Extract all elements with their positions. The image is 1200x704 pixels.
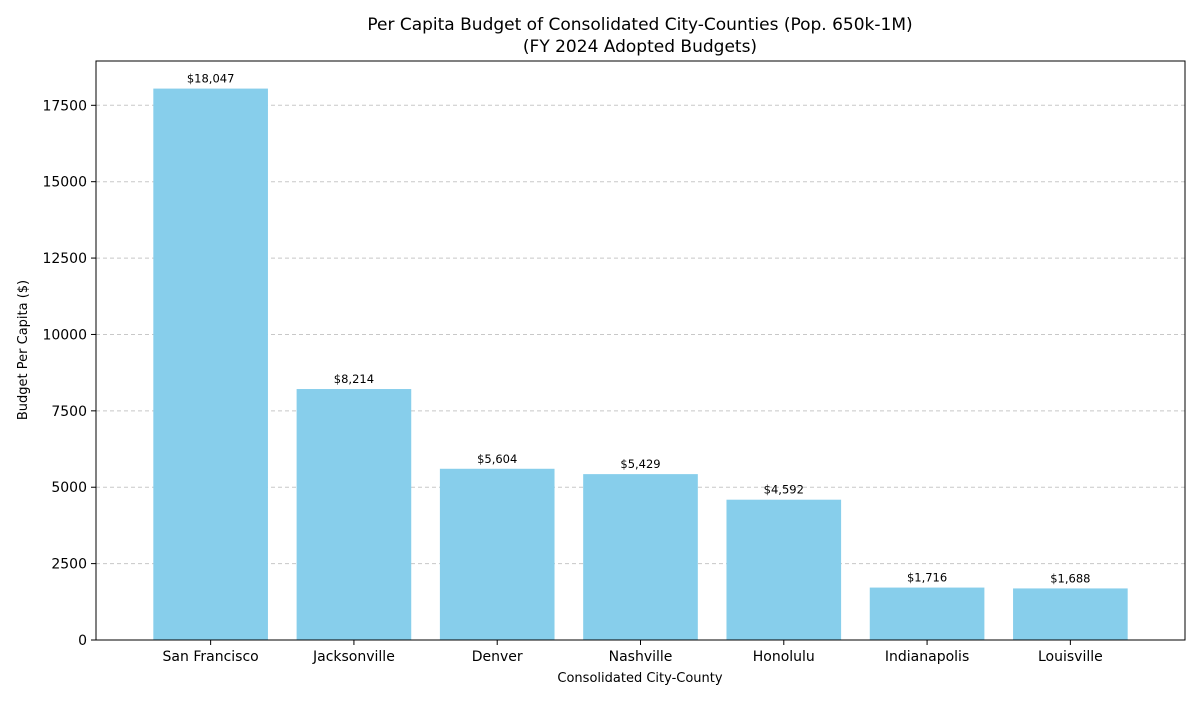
x-tick-label: Honolulu [753,649,815,665]
bar-value-label: $18,047 [187,72,235,86]
bar-denver [439,468,555,640]
bar-value-label: $1,716 [907,571,947,585]
bar-value-label: $1,688 [1050,571,1090,585]
y-axis-ticks: 0 2500 5000 7500 10000 12500 15000 17500 [42,98,96,649]
x-axis-ticks: San Francisco Jacksonville Denver Nashville… [163,640,1103,665]
x-axis-label: Consolidated City-County [557,671,722,686]
y-tick-label: 15000 [42,175,87,191]
x-tick-label: San Francisco [163,649,259,665]
y-tick-label: 10000 [42,327,87,343]
bar-jacksonville [296,389,412,640]
bar-value-labels: $18,047 $8,214 $5,604 $5,429 $4,592 $1,716 $1,… [187,72,1091,586]
y-tick-label: 17500 [42,98,87,114]
y-tick-label: 2500 [51,557,87,573]
x-tick-label: Denver [472,649,523,665]
x-tick-label: Nashville [609,649,673,665]
y-axis-label: Budget Per Capita ($) [16,280,31,420]
bar-honolulu [726,499,842,640]
x-tick-label: Louisville [1038,649,1103,665]
y-tick-label: 0 [78,633,87,649]
chart-title-line-1: Per Capita Budget of Consolidated City-C… [367,15,912,35]
chart-title-line-2: (FY 2024 Adopted Budgets) [523,37,757,57]
bar-value-label: $5,429 [620,457,660,471]
y-tick-label: 7500 [51,404,87,420]
bar-value-label: $5,604 [477,452,517,466]
y-tick-label: 5000 [51,480,87,496]
bar-indianapolis [869,587,985,640]
bar-value-label: $8,214 [334,372,374,386]
x-tick-label: Jacksonville [312,649,395,665]
x-tick-label: Indianapolis [885,649,969,665]
bar-value-label: $4,592 [764,483,804,497]
bars [153,88,1128,641]
bar-louisville [1013,588,1128,640]
bar-san-francisco [153,88,268,641]
bar-nashville [583,474,698,640]
y-tick-label: 12500 [42,251,87,267]
